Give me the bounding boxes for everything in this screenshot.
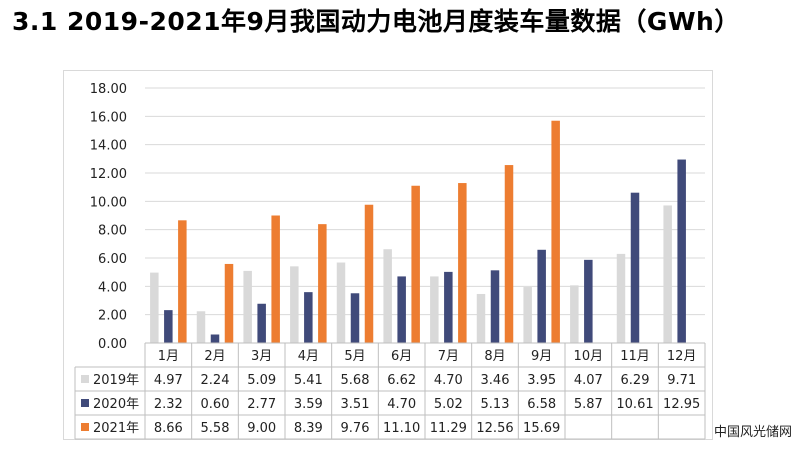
x-tick-label: 2月 [204,349,225,364]
bar [224,263,234,343]
bar [616,253,626,343]
bar [584,259,593,343]
data-label: 5.68 [341,373,370,388]
bar [430,276,439,343]
data-label: 10.61 [616,397,653,412]
y-tick-label: 4.00 [98,280,127,295]
x-tick-label: 10月 [574,349,604,364]
y-tick-label: 0.00 [98,337,127,352]
data-label: 0.60 [201,397,230,412]
data-label: 5.87 [574,397,603,412]
bar [178,220,187,343]
bar [318,224,327,343]
watermark: 中国风光储网 [713,425,792,440]
legend-swatch [81,399,89,407]
data-label: 8.66 [154,421,183,436]
data-label: 6.62 [387,373,416,388]
data-label: 5.02 [434,397,463,412]
bar [150,272,159,343]
y-tick-label: 6.00 [98,252,127,267]
legend-label: 2019年 [93,373,139,388]
y-tick-label: 8.00 [98,224,127,239]
data-label: 4.07 [574,373,603,388]
bar [397,276,406,343]
data-label: 2.32 [154,397,183,412]
x-tick-label: 3月 [251,349,272,364]
data-label: 6.58 [527,397,556,412]
data-label: 15.69 [523,421,560,436]
data-label: 4.70 [434,373,463,388]
x-tick-label: 11月 [620,349,650,364]
data-label: 6.29 [621,373,650,388]
bar [383,249,392,343]
bar [411,185,420,343]
bar [196,311,206,343]
data-label: 12.95 [663,397,700,412]
data-label: 3.46 [481,373,510,388]
bar [243,270,252,343]
bar [570,285,579,343]
bar [458,183,467,343]
bar [304,292,313,343]
legend-label: 2021年 [93,421,139,436]
y-tick-label: 16.00 [90,110,127,125]
data-label: 11.29 [430,421,467,436]
bar [444,271,453,343]
data-label: 9.71 [667,373,696,388]
data-label: 8.39 [294,421,323,436]
y-tick-label: 2.00 [98,309,127,324]
bar [350,293,360,343]
y-tick-label: 14.00 [90,139,127,154]
bar [537,249,546,343]
bar [490,270,500,343]
data-label: 5.41 [294,373,323,388]
bar [336,262,346,343]
data-label: 2.77 [247,397,276,412]
bar [164,310,173,343]
x-tick-label: 5月 [344,349,365,364]
bar [677,159,686,343]
bar [257,303,266,343]
data-label: 2.24 [201,373,230,388]
bar [271,215,280,343]
x-tick-label: 12月 [667,349,697,364]
x-tick-label: 8月 [484,349,505,364]
y-tick-label: 12.00 [90,167,127,182]
bar [551,120,560,343]
data-label: 12.56 [476,421,513,436]
data-label: 4.97 [154,373,183,388]
bar [663,205,672,343]
page-title: 3.1 2019-2021年9月我国动力电池月度装车量数据（GWh） [12,7,740,36]
data-label: 4.70 [387,397,416,412]
bar [523,287,532,343]
bar [504,165,514,343]
y-tick-label: 18.00 [90,82,127,97]
bar [364,204,374,343]
data-label: 3.59 [294,397,323,412]
data-label: 9.76 [341,421,370,436]
x-tick-label: 6月 [391,349,412,364]
x-tick-label: 9月 [531,349,552,364]
bar [630,192,640,343]
data-label: 5.58 [201,421,230,436]
data-label: 5.13 [481,397,510,412]
legend-label: 2020年 [93,397,139,412]
x-tick-label: 7月 [438,349,459,364]
bar [290,266,299,343]
data-label: 3.51 [341,397,370,412]
data-label: 3.95 [527,373,556,388]
x-tick-label: 4月 [298,349,319,364]
data-label: 9.00 [247,421,276,436]
data-label: 5.09 [247,373,276,388]
data-label: 11.10 [383,421,420,436]
bar [476,293,486,343]
y-tick-label: 10.00 [90,195,127,210]
x-tick-label: 1月 [158,349,179,364]
legend-swatch [81,423,89,431]
legend-swatch [81,375,89,383]
bar [210,334,220,343]
